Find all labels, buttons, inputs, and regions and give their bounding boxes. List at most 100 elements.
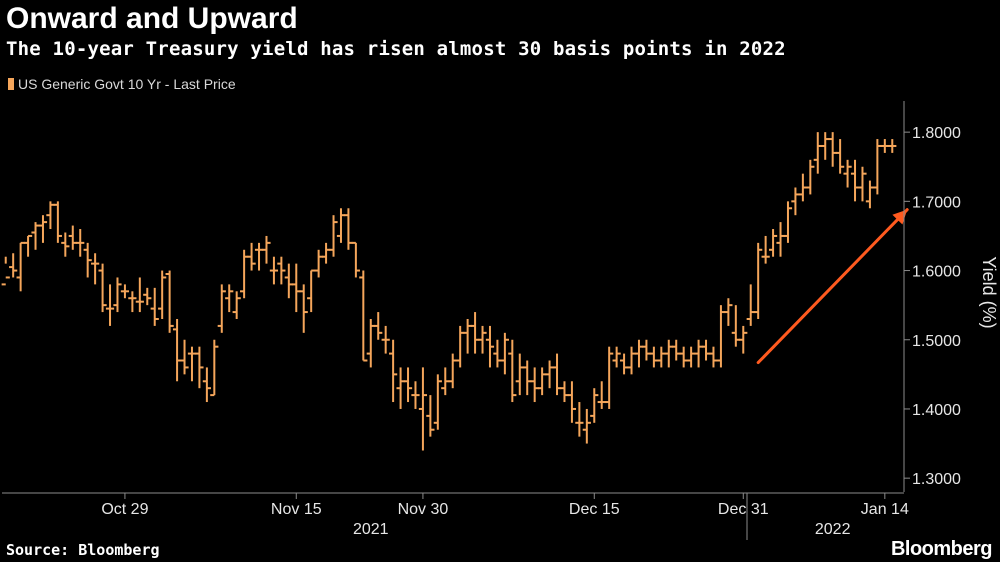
ohlc-bar <box>38 215 48 243</box>
ohlc-bar <box>538 367 547 396</box>
ohlc-bar <box>515 353 524 396</box>
ohlc-bar <box>225 284 234 313</box>
ohlc-bar <box>9 253 18 278</box>
ohlc-bar <box>195 346 204 389</box>
ohlc-bar <box>284 263 293 299</box>
ohlc-bar <box>791 187 800 216</box>
ohlc-bar <box>240 249 249 299</box>
ohlc-bar <box>709 346 718 368</box>
ohlc-bar <box>135 277 144 313</box>
ohlc-bar <box>277 256 286 285</box>
ohlc-bar <box>202 367 211 403</box>
ohlc-bar <box>679 346 688 368</box>
ohlc-bar <box>1 256 10 286</box>
ohlc-bar <box>31 222 40 250</box>
ohlc-bar <box>783 201 793 243</box>
ohlc-bar <box>821 132 830 160</box>
ohlc-bar <box>828 132 837 167</box>
ohlc-bar <box>456 325 465 368</box>
source-note: Source: Bloomberg <box>6 541 160 559</box>
ohlc-bar <box>508 339 517 403</box>
ohlc-bar <box>314 249 323 278</box>
ohlc-bar <box>98 263 107 313</box>
x-tick-label: Jan 14 <box>861 501 909 518</box>
ohlc-bar <box>76 229 85 257</box>
bloomberg-logo: Bloomberg <box>890 538 993 560</box>
ohlc-bar <box>351 241 360 278</box>
y-tick-label: 1.4000 <box>912 402 961 419</box>
legend-swatch <box>8 78 14 90</box>
x-tick-label: Nov 30 <box>398 501 449 518</box>
year-label: 2021 <box>353 521 389 538</box>
ohlc-bar <box>463 318 472 354</box>
ohlc-bar <box>836 139 845 174</box>
y-axis-label: Yield (%) <box>979 256 999 328</box>
ohlc-bar <box>858 166 867 202</box>
ohlc-bar <box>672 339 681 361</box>
ohlc-bar <box>83 242 92 278</box>
ohlc-bar <box>701 339 711 361</box>
ohlc-bar <box>254 242 264 271</box>
ohlc-bar <box>731 305 740 347</box>
ohlc-bar <box>187 346 197 382</box>
ohlc-bar <box>612 346 621 368</box>
ohlc-bar <box>262 235 271 264</box>
ohlc-bar <box>634 339 644 368</box>
ohlc-bar <box>128 291 137 313</box>
x-tick-label: Dec 15 <box>569 501 620 518</box>
ohlc-bar <box>105 284 115 326</box>
ohlc-bar <box>493 339 502 368</box>
ohlc-bar <box>761 235 770 264</box>
ohlc-bar <box>441 367 450 396</box>
ohlc-bar <box>247 242 256 271</box>
ohlc-bar <box>768 229 778 257</box>
ohlc-bar <box>545 360 554 389</box>
bars-layer <box>1 132 897 451</box>
ohlc-bar <box>627 346 636 375</box>
ohlc-bar <box>113 277 122 313</box>
ohlc-bar <box>433 374 442 430</box>
ohlc-bar <box>68 225 77 250</box>
axes-layer: 1.8000 1.7000 1.6000 1.5000 1.4000 1.3000 Yiel… <box>2 101 999 540</box>
ohlc-bar <box>396 367 405 409</box>
ohlc-bar <box>567 381 577 423</box>
ohlc-bar <box>523 360 532 396</box>
ohlc-bar <box>470 312 480 354</box>
ohlc-bar <box>143 287 152 306</box>
ohlc-bar <box>597 381 606 409</box>
ohlc-bar <box>23 234 33 257</box>
ohlc-bar <box>582 408 591 444</box>
ohlc-bar <box>46 201 55 230</box>
ohlc-bar <box>687 346 696 368</box>
ohlc-bar <box>411 381 420 409</box>
ohlc-bar <box>754 242 763 319</box>
trend-arrow <box>756 208 909 365</box>
ohlc-bar <box>575 402 584 437</box>
ohlc-bar <box>746 284 755 326</box>
ohlc-bar <box>389 339 398 403</box>
y-tick-label: 1.5000 <box>912 333 961 350</box>
ohlc-bar <box>403 367 413 403</box>
ohlc-bar <box>500 332 509 375</box>
ohlc-bar <box>590 388 599 423</box>
ohlc-bar <box>888 139 897 153</box>
ohlc-bar <box>217 284 226 333</box>
ohlc-bar <box>724 298 733 326</box>
ohlc-bar <box>91 253 100 285</box>
x-tick-label: Nov 15 <box>271 501 322 518</box>
ohlc-bar <box>180 339 189 375</box>
ohlc-bar <box>843 159 852 188</box>
y-tick-label: 1.7000 <box>912 194 961 211</box>
ohlc-bar <box>806 159 815 195</box>
ohlc-bar <box>798 173 807 202</box>
ohlc-bar <box>649 346 658 368</box>
ohlc-bar <box>880 139 889 153</box>
y-tick-label: 1.3000 <box>912 471 961 488</box>
ohlc-bar <box>850 159 860 202</box>
ohlc-bar <box>478 325 487 354</box>
ohlc-bar <box>374 312 383 340</box>
ohlc-bar <box>418 367 428 451</box>
ohlc-bar <box>61 232 70 257</box>
ohlc-bar <box>560 381 569 403</box>
